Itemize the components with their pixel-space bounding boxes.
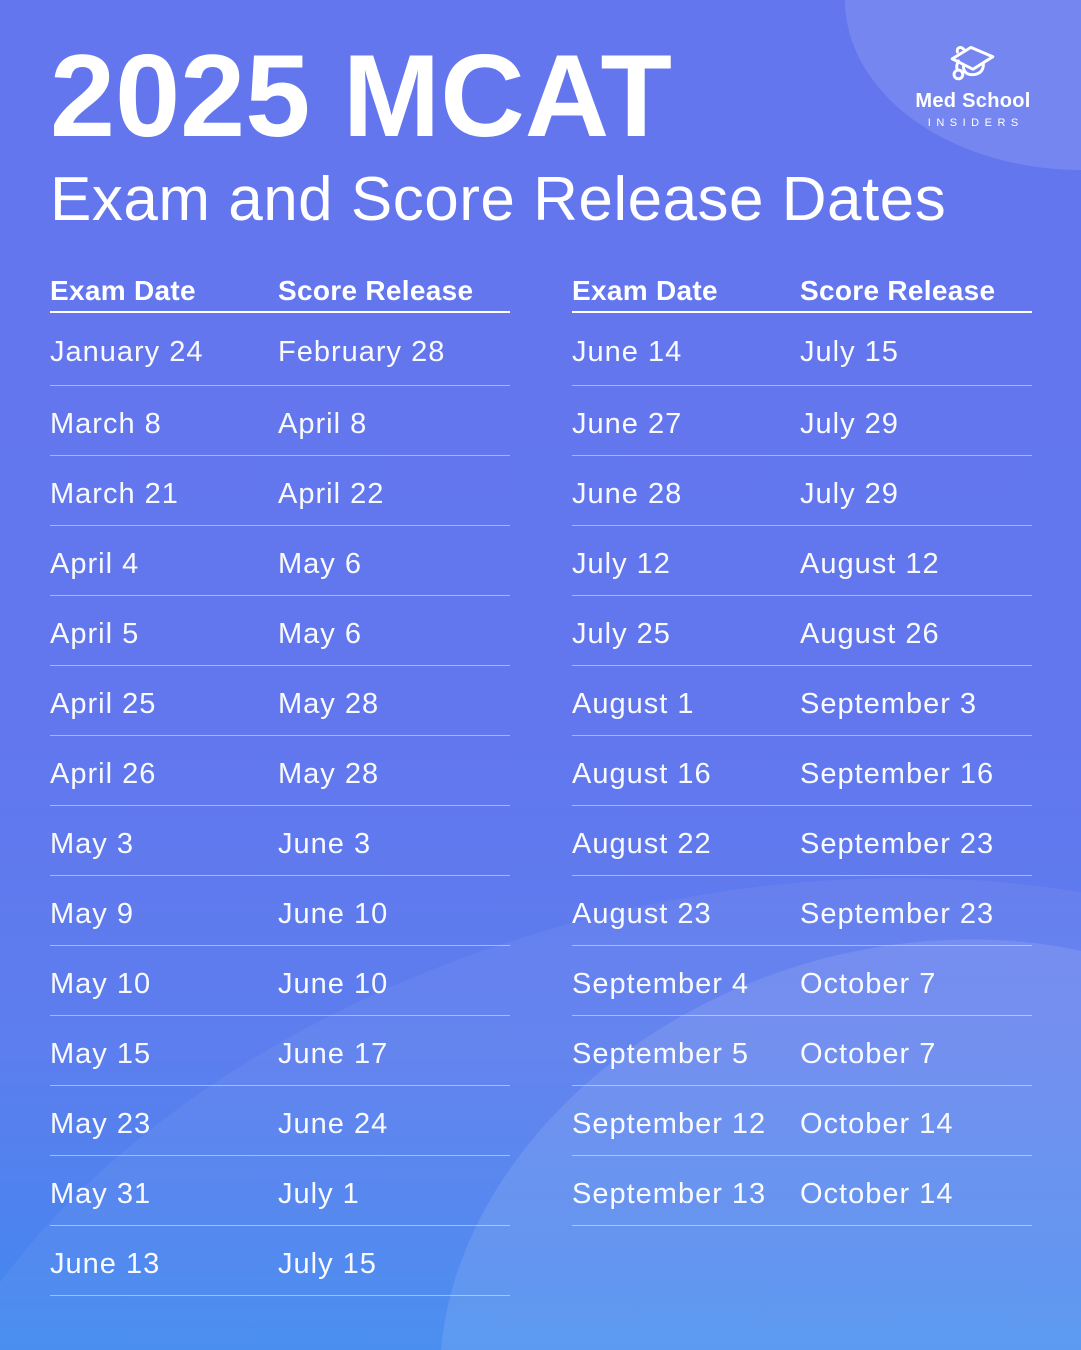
table-row: March 21 April 22 [50, 456, 510, 526]
exam-date-cell: March 8 [50, 407, 162, 440]
score-release-cell: June 10 [278, 897, 389, 930]
score-release-cell: July 15 [800, 336, 899, 368]
exam-date-cell: April 25 [50, 687, 157, 720]
score-release-cell: October 14 [800, 1177, 954, 1210]
score-release-cell: April 8 [278, 407, 368, 440]
exam-date-cell: September 4 [572, 967, 750, 1000]
column-header-score-release: Score Release [278, 275, 474, 306]
exam-date-cell: May 31 [50, 1177, 152, 1210]
table-row: May 15 June 17 [50, 1016, 510, 1086]
column-header-score-release: Score Release [800, 275, 996, 306]
score-release-cell: June 10 [278, 967, 389, 1000]
table-row: September 13 October 14 [572, 1156, 1032, 1226]
score-release-cell: September 23 [800, 827, 995, 860]
exam-date-cell: June 28 [572, 477, 683, 510]
exam-date-cell: April 4 [50, 547, 140, 580]
score-release-cell: June 17 [278, 1037, 389, 1070]
exam-date-cell: September 13 [572, 1177, 767, 1210]
table-row: June 27 July 29 [572, 386, 1032, 456]
table-row: April 5 May 6 [50, 596, 510, 666]
column-header-exam-date: Exam Date [50, 275, 196, 306]
table-row: August 1 September 3 [572, 666, 1032, 736]
table-row: April 26 May 28 [50, 736, 510, 806]
table-row: May 9 June 10 [50, 876, 510, 946]
table-row: May 23 June 24 [50, 1086, 510, 1156]
table-row: May 3 June 3 [50, 806, 510, 876]
score-release-cell: February 28 [278, 336, 446, 368]
score-release-cell: September 3 [800, 687, 978, 720]
table-row: April 25 May 28 [50, 666, 510, 736]
score-release-cell: May 6 [278, 547, 362, 580]
score-release-cell: October 7 [800, 1037, 937, 1070]
exam-date-cell: May 3 [50, 827, 134, 860]
table-row: June 13 July 15 [50, 1226, 510, 1296]
exam-date-cell: April 5 [50, 617, 140, 650]
exam-date-cell: June 27 [572, 407, 683, 440]
score-release-cell: May 28 [278, 687, 380, 720]
score-release-cell: July 29 [800, 477, 899, 510]
tables-container: Exam Date Score Release January 24 Februa… [50, 270, 1032, 1296]
table-row: August 16 September 16 [572, 736, 1032, 806]
exam-date-cell: May 15 [50, 1037, 152, 1070]
score-release-cell: July 29 [800, 407, 899, 440]
score-release-cell: July 15 [278, 1247, 377, 1280]
score-release-cell: June 3 [278, 827, 372, 860]
exam-date-cell: September 12 [572, 1107, 767, 1140]
exam-date-cell: July 12 [572, 547, 671, 580]
exam-date-cell: August 22 [572, 827, 712, 860]
table-row: July 25 August 26 [572, 596, 1032, 666]
score-release-cell: October 14 [800, 1107, 954, 1140]
table-row: July 12 August 12 [572, 526, 1032, 596]
exam-dates-table-right: Exam Date Score Release June 14 July 15 Ju… [572, 270, 1032, 1296]
score-release-cell: September 23 [800, 897, 995, 930]
exam-date-cell: September 5 [572, 1037, 750, 1070]
table-row: June 28 July 29 [572, 456, 1032, 526]
exam-dates-table-left: Exam Date Score Release January 24 Februa… [50, 270, 510, 1296]
table-body: January 24 February 28 March 8 April 8 March… [50, 313, 510, 1296]
score-release-cell: April 22 [278, 477, 385, 510]
page-title: 2025 MCAT [50, 30, 673, 161]
table-row: September 4 October 7 [572, 946, 1032, 1016]
table-row: September 12 October 14 [572, 1086, 1032, 1156]
score-release-cell: May 28 [278, 757, 380, 790]
table-row: January 24 February 28 [50, 313, 510, 386]
brand-name: Med School [915, 90, 1031, 112]
graduation-cap-stethoscope-icon [950, 45, 995, 81]
brand-logo: Med School INSIDERS [903, 42, 1043, 129]
table-row: August 23 September 23 [572, 876, 1032, 946]
exam-date-cell: June 14 [572, 336, 683, 368]
exam-date-cell: August 1 [572, 687, 695, 720]
column-header-exam-date: Exam Date [572, 275, 718, 306]
exam-date-cell: May 10 [50, 967, 152, 1000]
exam-date-cell: May 9 [50, 897, 134, 930]
exam-date-cell: May 23 [50, 1107, 152, 1140]
score-release-cell: July 1 [278, 1177, 360, 1210]
score-release-cell: August 12 [800, 547, 940, 580]
score-release-cell: October 7 [800, 967, 937, 1000]
table-header-row: Exam Date Score Release [572, 270, 1032, 313]
exam-date-cell: August 23 [572, 897, 712, 930]
table-body: June 14 July 15 June 27 July 29 June 28 July … [572, 313, 1032, 1226]
table-row: June 14 July 15 [572, 313, 1032, 386]
table-row: May 10 June 10 [50, 946, 510, 1016]
table-row: May 31 July 1 [50, 1156, 510, 1226]
exam-date-cell: June 13 [50, 1247, 161, 1280]
exam-date-cell: July 25 [572, 617, 671, 650]
table-row: March 8 April 8 [50, 386, 510, 456]
table-header-row: Exam Date Score Release [50, 270, 510, 313]
score-release-cell: August 26 [800, 617, 940, 650]
exam-date-cell: March 21 [50, 477, 179, 510]
exam-date-cell: August 16 [572, 757, 712, 790]
score-release-cell: September 16 [800, 757, 995, 790]
page-subtitle: Exam and Score Release Dates [50, 165, 947, 234]
score-release-cell: June 24 [278, 1107, 389, 1140]
brand-subname: INSIDERS [927, 117, 1024, 129]
table-row: April 4 May 6 [50, 526, 510, 596]
exam-date-cell: April 26 [50, 757, 157, 790]
score-release-cell: May 6 [278, 617, 362, 650]
exam-date-cell: January 24 [50, 336, 204, 368]
table-row: August 22 September 23 [572, 806, 1032, 876]
table-row: September 5 October 7 [572, 1016, 1032, 1086]
